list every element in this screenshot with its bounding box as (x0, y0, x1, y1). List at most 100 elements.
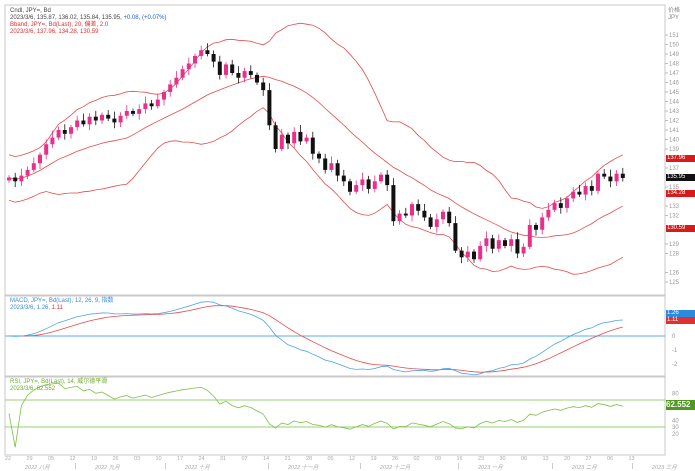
candle-body (428, 217, 433, 227)
x-month-separator (360, 463, 361, 469)
candle-body (416, 204, 421, 211)
candle-body (354, 185, 359, 192)
price-tick-label: 147 (669, 71, 680, 77)
x-day-label: 13 (628, 456, 635, 462)
candle-body (44, 144, 49, 155)
candle-body (527, 225, 532, 247)
signal-value: 1.11 (51, 305, 63, 311)
x-day-label: 21 (284, 456, 291, 462)
rsi-legend-title: RSI, JPY=, Bd(Last), 14, 威尔德平滑 (10, 379, 108, 385)
candle-body (7, 177, 11, 181)
x-day-label: 26 (112, 456, 119, 462)
x-day-label: 16 (456, 456, 463, 462)
candle-body (397, 213, 402, 222)
x-day-label: 19 (91, 456, 98, 462)
candle-body (422, 210, 427, 218)
candle-body (224, 64, 228, 75)
candle-body (199, 50, 204, 56)
rsi-line (8, 382, 623, 448)
x-day-label: 05 (327, 456, 334, 462)
macd-legend-values: 2023/3/6, 1.26, 1.11 (10, 305, 63, 311)
candle-body (379, 174, 383, 182)
candle-body (267, 90, 272, 126)
candle-body (503, 240, 507, 246)
macd-value: 1.26 (36, 305, 49, 311)
candle-body (31, 163, 36, 170)
x-month-separator (552, 463, 553, 469)
price-tick-label: 141 (669, 128, 680, 134)
x-day-label: 03 (134, 456, 141, 462)
macd-tick-label: -1 (672, 348, 678, 354)
x-day-label: 12 (349, 456, 356, 462)
x-day-label: 24 (198, 456, 205, 462)
x-day-label: 12 (69, 456, 76, 462)
signal-value-tag: 1.11 (666, 317, 695, 324)
bband-lower-line (8, 107, 623, 275)
candle-body (360, 179, 365, 186)
candle-body (81, 120, 86, 125)
candle-body (56, 130, 61, 138)
candle-body (217, 61, 222, 75)
candle-body (565, 198, 569, 208)
candle-body (552, 203, 557, 210)
x-day-label: 17 (177, 456, 184, 462)
candle-body (589, 186, 594, 191)
x-day-label: 02 (413, 456, 420, 462)
macd-tick-label: -2 (672, 362, 678, 368)
candle-body (205, 50, 210, 54)
candle-body (149, 103, 154, 107)
candle-body (441, 211, 445, 220)
bband-legend-title: Bband, JPY=, Bd(Last), 20, 偏差, 2.0 (10, 22, 109, 28)
x-day-label: 26 (392, 456, 399, 462)
price-tick-label: 125 (669, 280, 680, 286)
candle-body (366, 179, 371, 189)
candle-body (465, 251, 470, 258)
candle-body (248, 71, 253, 75)
candle-body (286, 134, 290, 144)
candle-body (391, 185, 396, 222)
candle-body (496, 240, 501, 249)
x-month-label: 2022 八月 (25, 465, 50, 471)
price-tick-label: 139 (669, 147, 680, 153)
x-month-label: 2022 十二月 (380, 465, 411, 471)
price-tag: 137.96 (666, 155, 695, 163)
price-tick-label: 140 (669, 138, 680, 144)
x-day-label: 28 (306, 456, 313, 462)
price-tick-label: 128 (669, 252, 680, 258)
candle-body (385, 174, 390, 186)
candle-body (515, 239, 520, 254)
rsi-value-tag: 62.552 (666, 400, 695, 410)
candle-body (273, 125, 278, 149)
price-tick-label: 144 (669, 100, 680, 106)
candle-body (571, 191, 576, 199)
candle-body (341, 175, 346, 182)
candle-body (255, 74, 259, 83)
price-tick-label: 135 (669, 185, 680, 191)
rsi-tick-label: 80 (672, 391, 679, 397)
candle-body (558, 203, 563, 208)
candle-body (230, 64, 235, 73)
x-month-separator (458, 463, 459, 469)
candle-body (261, 82, 266, 91)
price-tick-label: 149 (669, 52, 680, 58)
x-month-label: 2022 十月 (185, 465, 210, 471)
candle-body (106, 114, 111, 119)
bband-legend-values: 2023/3/6, 137.96, 134.28, 130.59 (10, 29, 99, 35)
rsi-legend-values: 2023/3/6, 62.552 (10, 386, 56, 392)
candle-body (534, 225, 538, 230)
price-tick-label: 132 (669, 214, 680, 220)
candle-body (193, 55, 197, 64)
price-tick-label: 143 (669, 109, 680, 115)
macd-line (8, 301, 623, 376)
candle-body (93, 116, 98, 121)
x-month-separator (75, 463, 76, 469)
candle-body (75, 120, 80, 128)
candle-body (546, 209, 551, 218)
x-day-label: 31 (220, 456, 227, 462)
candle-body (137, 109, 142, 114)
candle-body (118, 115, 123, 123)
candle-body (602, 173, 607, 177)
candle-body (459, 250, 464, 258)
candle-body (472, 251, 476, 260)
bband-upper-line (8, 22, 623, 209)
